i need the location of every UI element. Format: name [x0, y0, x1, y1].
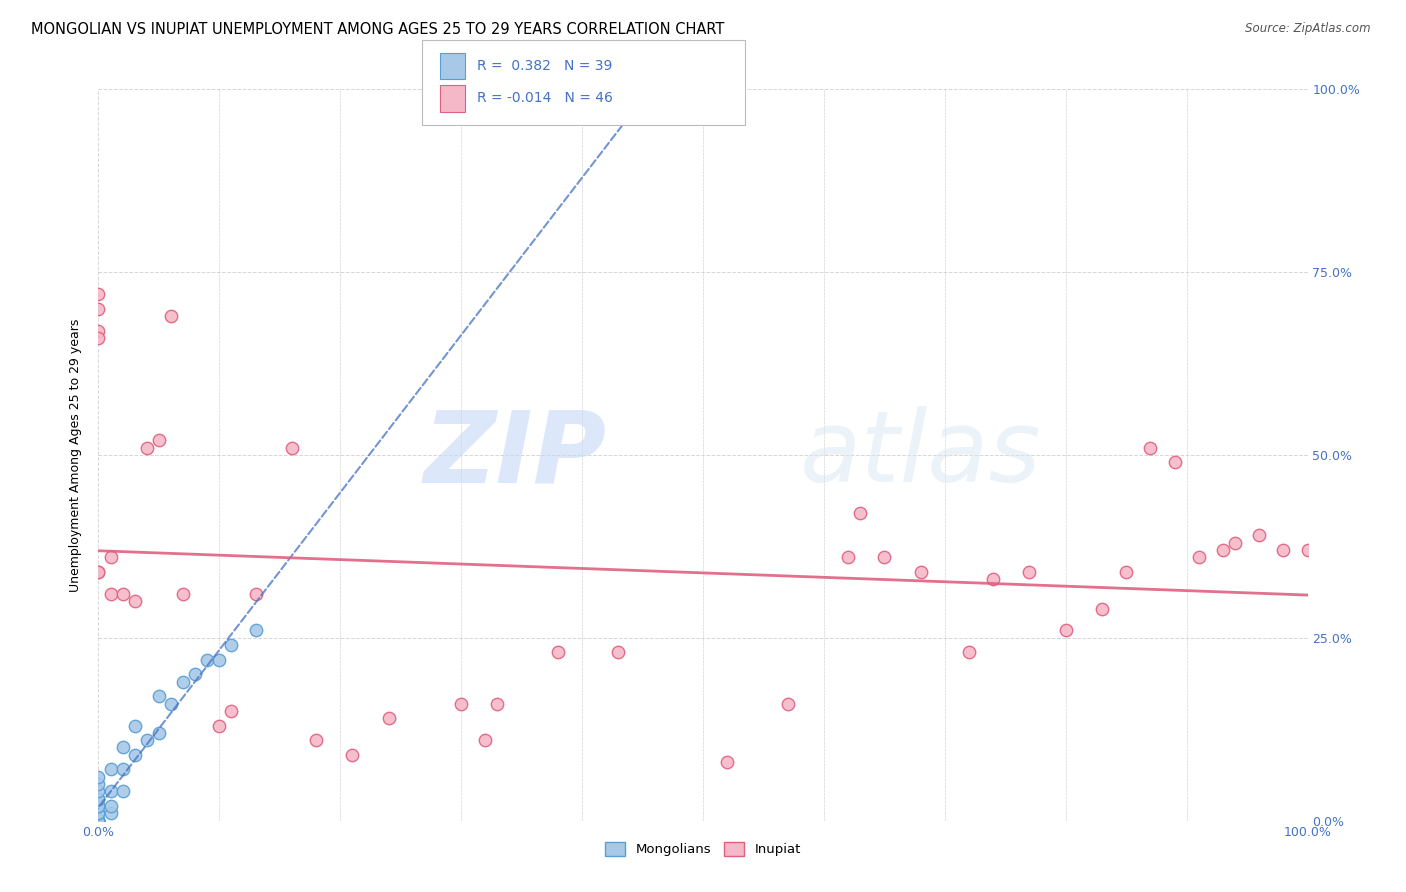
- Point: [776, 697, 799, 711]
- Point: [87, 770, 110, 784]
- Point: [1296, 543, 1319, 558]
- Point: [1018, 565, 1040, 579]
- Point: [1272, 543, 1295, 558]
- Point: [87, 784, 110, 798]
- Point: [160, 309, 183, 323]
- Point: [910, 565, 932, 579]
- Point: [124, 747, 146, 762]
- Point: [87, 331, 110, 345]
- Point: [450, 697, 472, 711]
- Point: [245, 624, 267, 638]
- Point: [1163, 455, 1185, 469]
- Point: [87, 814, 110, 828]
- Point: [184, 667, 207, 681]
- Point: [87, 806, 110, 821]
- Point: [100, 587, 122, 601]
- Point: [957, 645, 980, 659]
- Point: [87, 301, 110, 316]
- Point: [208, 718, 231, 732]
- Point: [1091, 601, 1114, 615]
- Point: [124, 594, 146, 608]
- Point: [1188, 550, 1211, 565]
- Point: [716, 755, 738, 769]
- Point: [981, 572, 1004, 586]
- Point: [873, 550, 896, 565]
- Point: [87, 287, 110, 301]
- Point: [87, 814, 110, 828]
- Point: [87, 814, 110, 828]
- Point: [148, 690, 170, 704]
- Point: [607, 645, 630, 659]
- Point: [87, 791, 110, 805]
- Point: [305, 733, 328, 747]
- Point: [1212, 543, 1234, 558]
- Point: [100, 763, 122, 777]
- Point: [111, 763, 134, 777]
- Point: [100, 806, 122, 821]
- Point: [111, 587, 134, 601]
- Text: MONGOLIAN VS INUPIAT UNEMPLOYMENT AMONG AGES 25 TO 29 YEARS CORRELATION CHART: MONGOLIAN VS INUPIAT UNEMPLOYMENT AMONG …: [31, 22, 724, 37]
- Point: [87, 799, 110, 814]
- Point: [87, 777, 110, 791]
- Point: [87, 799, 110, 814]
- Point: [100, 784, 122, 798]
- Y-axis label: Unemployment Among Ages 25 to 29 years: Unemployment Among Ages 25 to 29 years: [69, 318, 83, 591]
- Point: [87, 324, 110, 338]
- Point: [87, 791, 110, 805]
- Point: [135, 733, 157, 747]
- Point: [87, 814, 110, 828]
- Point: [221, 704, 243, 718]
- Point: [208, 653, 231, 667]
- Point: [87, 814, 110, 828]
- Point: [1249, 528, 1271, 542]
- Point: [195, 653, 218, 667]
- Point: [837, 550, 859, 565]
- Point: [1054, 624, 1077, 638]
- Legend: Mongolians, Inupiat: Mongolians, Inupiat: [600, 837, 806, 862]
- Point: [87, 814, 110, 828]
- Point: [111, 740, 134, 755]
- Point: [87, 565, 110, 579]
- Text: Source: ZipAtlas.com: Source: ZipAtlas.com: [1246, 22, 1371, 36]
- Point: [172, 674, 194, 689]
- Point: [547, 645, 569, 659]
- Text: ZIP: ZIP: [423, 407, 606, 503]
- Point: [849, 507, 872, 521]
- Point: [87, 814, 110, 828]
- Point: [111, 784, 134, 798]
- Point: [1115, 565, 1137, 579]
- Point: [148, 726, 170, 740]
- Point: [87, 814, 110, 828]
- Point: [124, 718, 146, 732]
- Point: [100, 799, 122, 814]
- Point: [1139, 441, 1161, 455]
- Point: [160, 697, 183, 711]
- Point: [87, 814, 110, 828]
- Point: [342, 747, 364, 762]
- Point: [87, 814, 110, 828]
- Point: [148, 434, 170, 448]
- Point: [172, 587, 194, 601]
- Point: [87, 565, 110, 579]
- Point: [474, 733, 496, 747]
- Point: [87, 806, 110, 821]
- Text: R = -0.014   N = 46: R = -0.014 N = 46: [477, 91, 613, 105]
- Point: [377, 711, 399, 725]
- Point: [486, 697, 509, 711]
- Point: [281, 441, 304, 455]
- Text: R =  0.382   N = 39: R = 0.382 N = 39: [477, 59, 612, 73]
- Text: atlas: atlas: [800, 407, 1042, 503]
- Point: [1223, 535, 1246, 549]
- Point: [100, 550, 122, 565]
- Point: [135, 441, 157, 455]
- Point: [87, 814, 110, 828]
- Point: [221, 638, 243, 652]
- Point: [245, 587, 267, 601]
